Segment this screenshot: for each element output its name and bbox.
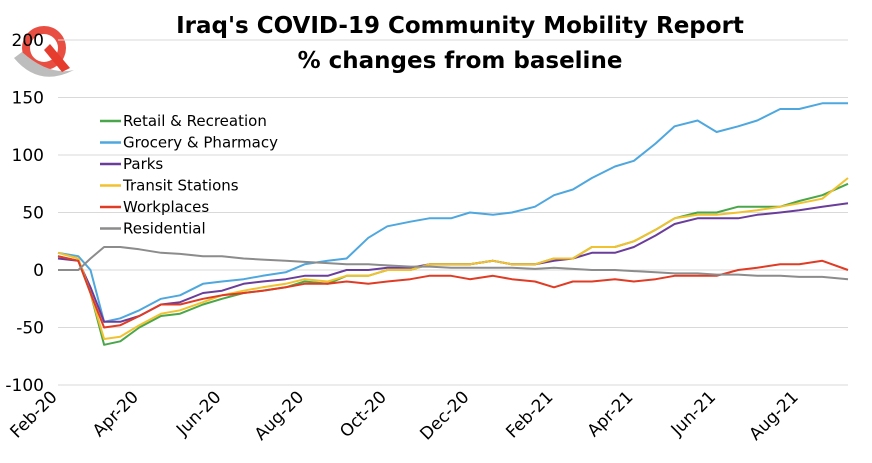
x-axis: Feb-20 Apr-20 Jun-20 Aug-20 Oct-20 Dec-20 Feb-… bbox=[6, 387, 802, 444]
x-tick-label: Aug-20 bbox=[251, 387, 308, 444]
series-line bbox=[57, 255, 849, 329]
x-tick-label: Aug-21 bbox=[745, 387, 802, 444]
y-tick-label: 50 bbox=[22, 204, 44, 224]
x-tick-label: Feb-21 bbox=[502, 387, 557, 442]
legend-label: Retail & Recreation bbox=[123, 112, 267, 130]
chart-title: Iraq's COVID-19 Community Mobility Repor… bbox=[176, 13, 744, 39]
y-tick-label: -100 bbox=[5, 376, 44, 396]
legend-label: Grocery & Pharmacy bbox=[123, 134, 278, 152]
series-line bbox=[57, 177, 849, 340]
y-tick-label: 200 bbox=[12, 31, 44, 51]
chart-subtitle: % changes from baseline bbox=[298, 48, 623, 74]
legend-label: Workplaces bbox=[123, 198, 209, 216]
legend-label: Transit Stations bbox=[122, 177, 239, 195]
y-tick-label: 150 bbox=[12, 89, 44, 109]
y-tick-label: -50 bbox=[16, 319, 44, 339]
legend-label: Residential bbox=[123, 220, 206, 238]
x-tick-label: Apr-20 bbox=[89, 387, 143, 441]
x-tick-label: Oct-20 bbox=[336, 387, 391, 442]
logo bbox=[14, 26, 74, 77]
y-tick-label: 0 bbox=[33, 261, 44, 281]
y-tick-label: 100 bbox=[12, 146, 44, 166]
x-tick-label: Jun-21 bbox=[667, 387, 720, 440]
y-axis: 200 150 100 50 0 -50 -100 bbox=[5, 31, 44, 396]
x-tick-label: Jun-20 bbox=[172, 387, 225, 440]
legend: Retail & Recreation Grocery & Pharmacy Par… bbox=[100, 112, 278, 238]
x-tick-label: Apr-21 bbox=[584, 387, 638, 441]
legend-label: Parks bbox=[123, 155, 163, 173]
series-lines bbox=[57, 102, 849, 346]
x-tick-label: Dec-20 bbox=[416, 387, 473, 444]
series-line bbox=[57, 102, 848, 323]
series-line bbox=[58, 246, 849, 281]
